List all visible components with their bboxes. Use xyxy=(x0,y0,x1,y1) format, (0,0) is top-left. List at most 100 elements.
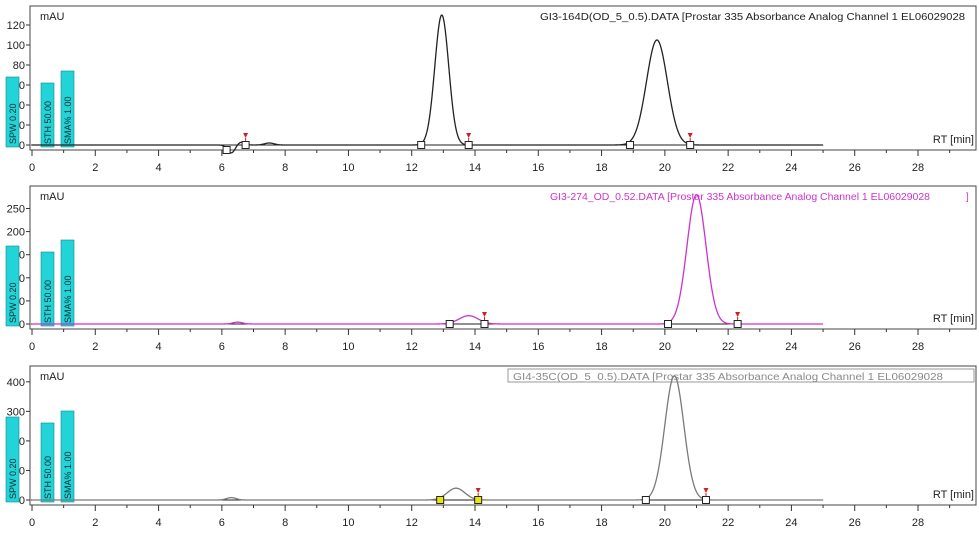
peak-boundary-marker xyxy=(641,496,650,504)
event-label-box xyxy=(5,76,20,148)
x-tick-label: 16 xyxy=(532,341,544,353)
x-tick-label: 24 xyxy=(785,517,797,529)
x-tick-label: 24 xyxy=(785,162,797,174)
file-label: GI3-164D(OD_5_0.5).DATA [Prostar 335 Abs… xyxy=(540,12,965,23)
peak-boundary-marker xyxy=(464,141,473,149)
event-label-box xyxy=(5,416,20,503)
x-tick-label: 26 xyxy=(849,517,861,529)
chromatogram-panel-3: 0100200300400mAU024681012141618202224262… xyxy=(5,365,977,529)
file-label: GI4-35C(OD_5_0.5).DATA [Prostar 335 Abso… xyxy=(513,372,943,383)
y-tick-label: 250 xyxy=(7,203,25,215)
file-label-box xyxy=(507,368,975,383)
x-tick-label: 0 xyxy=(29,162,35,174)
x-tick-label: 0 xyxy=(29,341,35,353)
x-tick-label: 12 xyxy=(406,517,418,529)
y-tick-label: 0 xyxy=(19,319,25,331)
x-tick-label: 16 xyxy=(532,162,544,174)
x-tick-label: 4 xyxy=(156,341,162,353)
peak-boundary-marker xyxy=(701,496,710,504)
x-tick-label: 20 xyxy=(659,341,671,353)
y-tick-label: 120 xyxy=(7,20,25,32)
y-tick-label: 300 xyxy=(7,406,25,418)
y-tick-label: 0 xyxy=(19,140,25,152)
peak-flag-marker xyxy=(703,488,709,493)
x-tick-label: 2 xyxy=(92,517,98,529)
event-label-box xyxy=(60,239,75,327)
x-tick-label: 18 xyxy=(595,162,607,174)
x-tick-label: 22 xyxy=(722,517,734,529)
peak-boundary-marker xyxy=(474,496,483,504)
x-tick-label: 8 xyxy=(282,341,288,353)
x-tick-label: 20 xyxy=(659,517,671,529)
x-tick-label: 16 xyxy=(532,517,544,529)
event-label: STH 50.00 xyxy=(43,101,53,144)
event-label: SPW 0.20 xyxy=(8,458,18,499)
x-tick-label: 18 xyxy=(595,341,607,353)
event-label-box xyxy=(5,245,20,327)
event-label: SPW 0.20 xyxy=(8,282,18,323)
x-tick-label: 6 xyxy=(219,341,225,353)
event-label-box xyxy=(40,422,55,503)
peak-boundary-marker xyxy=(480,320,489,328)
chromatogram-panel-2: 050100150200250mAU0246810121416182022242… xyxy=(5,185,977,353)
event-label: SMA% 1.00 xyxy=(63,451,73,499)
event-label-box xyxy=(60,410,75,503)
peak-boundary-marker xyxy=(686,141,695,149)
x-tick-label: 2 xyxy=(92,162,98,174)
plot-frame xyxy=(29,365,977,506)
peak-boundary-marker xyxy=(445,320,454,328)
x-tick-label: 10 xyxy=(342,517,354,529)
x-tick-label: 4 xyxy=(156,517,162,529)
y-tick-label: 80 xyxy=(13,60,25,72)
x-tick-label: 22 xyxy=(722,341,734,353)
x-tick-label: 12 xyxy=(406,162,418,174)
peak-boundary-marker xyxy=(241,141,250,149)
x-tick-label: 10 xyxy=(342,162,354,174)
x-tick-label: 2 xyxy=(92,341,98,353)
signal-trace xyxy=(32,193,824,325)
x-tick-label: 28 xyxy=(912,517,924,529)
y-tick-label: 200 xyxy=(7,227,25,239)
peak-boundary-marker xyxy=(222,146,231,154)
x-tick-label: 14 xyxy=(469,517,481,529)
peak-flag-marker xyxy=(735,312,741,317)
peak-boundary-marker xyxy=(436,496,445,504)
x-axis-label: RT [min] xyxy=(933,313,974,325)
peak-flag-marker xyxy=(466,133,472,138)
event-label-box xyxy=(40,251,55,327)
chromatogram-panel-1: 020406080100120mAU0246810121416182022242… xyxy=(5,5,977,174)
x-tick-label: 26 xyxy=(849,162,861,174)
event-label: SMA% 1.00 xyxy=(63,96,73,144)
x-tick-label: 28 xyxy=(912,341,924,353)
file-label: GI3-274_OD_0.52.DATA [Prostar 335 Absorb… xyxy=(550,192,930,203)
x-tick-label: 28 xyxy=(912,162,924,174)
peak-flag-marker xyxy=(243,133,249,138)
x-tick-label: 12 xyxy=(406,341,418,353)
x-tick-label: 24 xyxy=(785,341,797,353)
event-label: SMA% 1.00 xyxy=(63,275,73,323)
peak-boundary-marker xyxy=(733,320,742,328)
x-tick-label: 18 xyxy=(595,517,607,529)
x-tick-label: 20 xyxy=(659,162,671,174)
peak-boundary-marker xyxy=(417,141,426,149)
plot-frame xyxy=(29,5,977,151)
y-axis-label: mAU xyxy=(40,191,65,203)
peak-flag-marker xyxy=(687,133,693,138)
event-label: STH 50.00 xyxy=(43,456,53,499)
y-tick-label: 0 xyxy=(19,495,25,507)
file-label-bracket: ] xyxy=(966,192,969,203)
y-axis-label: mAU xyxy=(40,11,65,23)
x-tick-label: 8 xyxy=(282,162,288,174)
x-tick-label: 4 xyxy=(156,162,162,174)
y-tick-label: 400 xyxy=(7,377,25,389)
peak-flag-marker xyxy=(475,488,481,493)
x-tick-label: 22 xyxy=(722,162,734,174)
peak-flag-marker xyxy=(481,312,487,317)
y-axis-label: mAU xyxy=(40,371,65,383)
x-tick-label: 10 xyxy=(342,341,354,353)
x-axis-label: RT [min] xyxy=(933,489,974,501)
x-axis-label: RT [min] xyxy=(933,134,974,146)
event-label: STH 50.00 xyxy=(43,280,53,323)
